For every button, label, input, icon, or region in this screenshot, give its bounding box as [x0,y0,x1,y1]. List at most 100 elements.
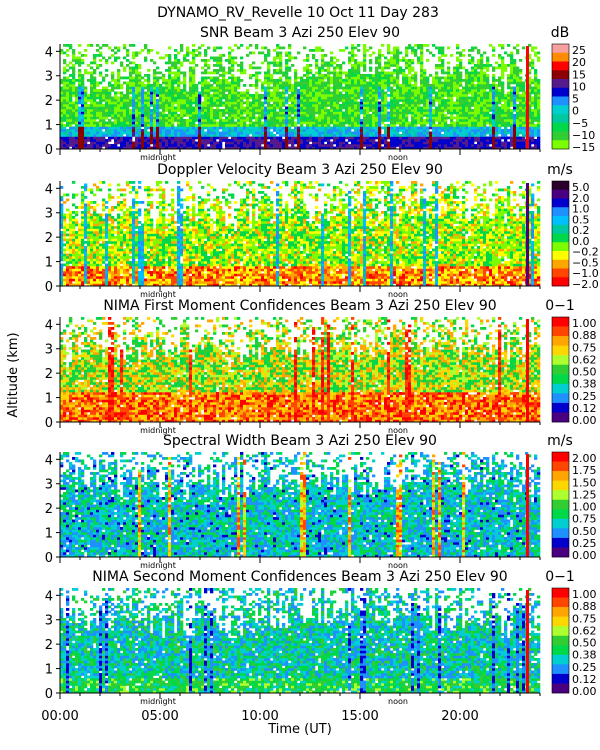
y-tick-label: 0 [45,551,53,566]
x-axis-label: Time (UT) [267,722,332,737]
heatmap-field [60,181,541,287]
colorbar-segment [552,216,569,226]
panel-title: SNR Beam 3 Azi 250 Elev 90 [200,25,400,41]
colorbar-segment [552,518,569,529]
colorbar-unit: m/s [547,433,573,449]
colorbar-label: 25 [572,44,586,57]
colorbar-segment [552,374,569,385]
panel-title: Spectral Width Beam 3 Azi 250 Elev 90 [163,433,437,449]
colorbar-label: 1.00 [572,317,597,330]
time-annotation: noon [388,290,408,299]
panels: SNR Beam 3 Azi 250 Elev 90 dB 0 1 2 3 4 midnigh… [41,25,598,724]
time-annotation: midnight [140,697,176,706]
colorbar-label: 1.00 [572,501,597,514]
vertical-feature [526,319,529,422]
colorbar-label: 1.25 [572,488,597,501]
colorbar-label: 0.88 [572,329,597,342]
y-tick-label: 4 [45,182,53,197]
x-tick-label: 15:00 [341,709,378,724]
colorbar-label: 1.50 [572,476,597,489]
colorbar-segment [552,616,569,627]
colorbar-segment [552,588,569,598]
y-tick-label: 3 [45,207,53,222]
y-tick-label: 1 [45,256,53,271]
colorbar-segment [552,140,569,150]
vertical-feature [526,590,529,693]
time-annotation: midnight [140,153,176,162]
colorbar-label: −0.2 [572,246,599,259]
colorbar-segment [552,402,569,413]
y-tick-label: 2 [45,231,53,246]
colorbar-segment [552,70,569,80]
colorbar-segment [552,499,569,510]
y-tick-label: 4 [45,453,53,468]
time-annotation: midnight [140,290,176,299]
colorbar-segment [552,336,569,346]
y-tick-label: 0 [45,687,53,702]
heatmap-field [60,588,541,694]
colorbar-segment [552,461,569,472]
colorbar-label: 0.75 [572,341,597,354]
colorbar-segment [552,683,569,694]
colorbar-segment [552,471,569,481]
colorbar-label: 0.00 [572,685,597,698]
colorbar-unit: 0−1 [545,569,575,585]
time-annotation: noon [388,426,408,435]
colorbar-segment [552,61,569,71]
time-annotation: noon [388,697,408,706]
colorbar-segment [552,645,569,656]
colorbar-label: 0.12 [572,402,597,415]
colorbar-label: 0.5 [572,213,590,226]
time-annotation: noon [388,153,408,162]
colorbar-label: 0.62 [572,624,597,637]
y-tick-label: 3 [45,478,53,493]
colorbar-segment [552,490,569,501]
colorbar-label: 0.62 [572,353,597,366]
colorbar-label: 0.2 [572,224,590,237]
colorbar-segment [552,537,569,548]
y-tick-label: 4 [45,45,53,60]
y-tick-label: 1 [45,119,53,134]
colorbar-segment [552,635,569,646]
colorbar-segment [552,96,569,106]
colorbar-label: 0.0 [572,235,590,248]
colorbar-segment [552,251,569,261]
y-tick-label: 4 [45,318,53,333]
colorbar-segment [552,673,569,684]
x-tick-label: 00:00 [41,709,78,724]
time-annotation: noon [388,561,408,570]
colorbar-segment [552,597,569,608]
colorbar-label: 0.75 [572,513,597,526]
colorbar-segment [552,355,569,366]
y-tick-label: 0 [45,280,53,295]
colorbar-segment [552,364,569,375]
colorbar-segment [552,87,569,97]
colorbar-label: 5 [572,93,579,106]
y-axis-label: Altitude (km) [6,332,21,417]
colorbar-segment [552,207,569,217]
colorbar-label: 0.75 [572,612,597,625]
colorbar-label: 5.0 [572,181,590,194]
colorbar-label: 0 [572,105,579,118]
colorbar-segment [552,105,569,115]
colorbar-label: −1.0 [572,267,599,280]
colorbar-frame [551,451,570,558]
colorbar-unit: dB [551,25,570,41]
colorbar-label: 0.00 [572,414,597,427]
colorbar-label: 0.50 [572,525,597,538]
colorbar-unit: m/s [547,162,573,178]
colorbar-segment [552,224,569,234]
colorbar-segment [552,607,569,617]
colorbar-segment [552,480,569,491]
colorbar-frame [551,316,570,423]
colorbar-label: 2.0 [572,192,590,205]
x-tick-label: 20:00 [441,709,478,724]
colorbar-segment [552,181,569,191]
y-tick-label: 2 [45,638,53,653]
colorbar-segment [552,654,569,665]
colorbar-frame [551,180,570,287]
time-annotation: midnight [140,561,176,570]
colorbar-segment [552,345,569,356]
colorbar-segment [552,198,569,208]
